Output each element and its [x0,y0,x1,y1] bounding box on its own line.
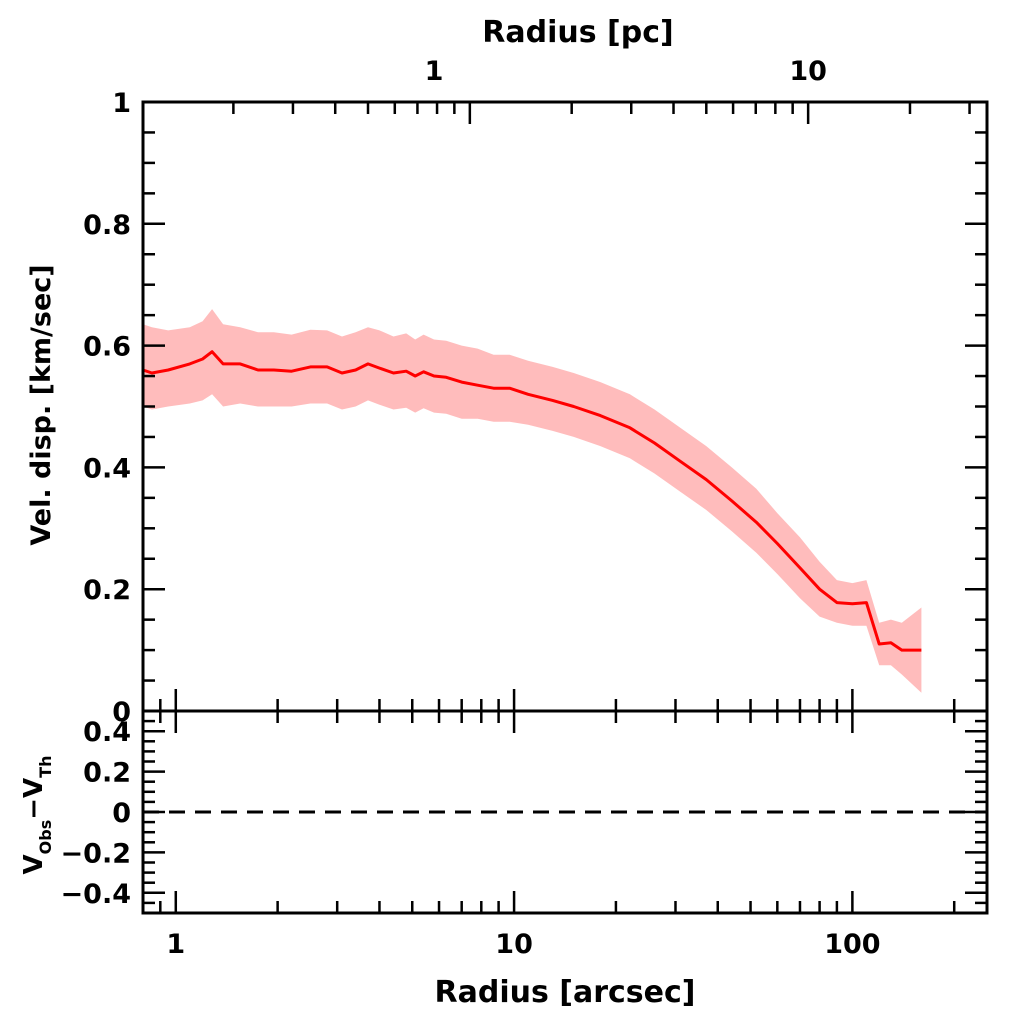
residual-title-sub1: Obs [36,820,55,855]
bottom-panel-frame [141,709,989,915]
y-tick-label: 0.4 [83,453,131,484]
top-axis-title: Radius [pc] [482,15,673,50]
uncertainty-band [143,309,922,693]
pc-tick-label: 10 [789,56,827,87]
residual-y-tick-label: 0.2 [83,758,131,789]
svg-text:VObs−VTh: VObs−VTh [19,756,55,875]
y-tick-label: 0.2 [83,575,131,606]
pc-tick-label: 1 [425,56,444,87]
residual-y-tick-label: 0.4 [83,717,131,748]
y-tick-label: 1 [112,88,131,119]
panel-frames [141,100,989,915]
residual-title-v1: V [19,854,49,874]
x-tick-label: 100 [824,929,880,960]
residual-title-sub2: Th [36,756,55,778]
y-tick-label: 0.6 [83,332,131,363]
data-line-group [142,350,922,652]
y-axis-title: Vel. disp. [km/sec] [26,264,57,545]
residual-y-tick-label: −0.4 [61,879,131,910]
x-tick-label: 10 [495,929,533,960]
velocity-dispersion-line [142,350,922,652]
y-tick-label: 0.8 [83,210,131,241]
residual-y-axis-title: VObs−VTh [19,756,55,875]
residual-y-tick-label: −0.2 [61,838,131,869]
x-tick-label: 1 [166,929,185,960]
residual-title-v2: V [19,778,49,798]
y-tick-label: 0 [112,697,131,728]
x-axis-title: Radius [arcsec] [435,975,696,1010]
error-band [143,309,922,693]
residual-title-minus: − [19,798,49,820]
tick-marks [141,100,987,915]
residual-y-tick-label: 0 [112,798,131,829]
